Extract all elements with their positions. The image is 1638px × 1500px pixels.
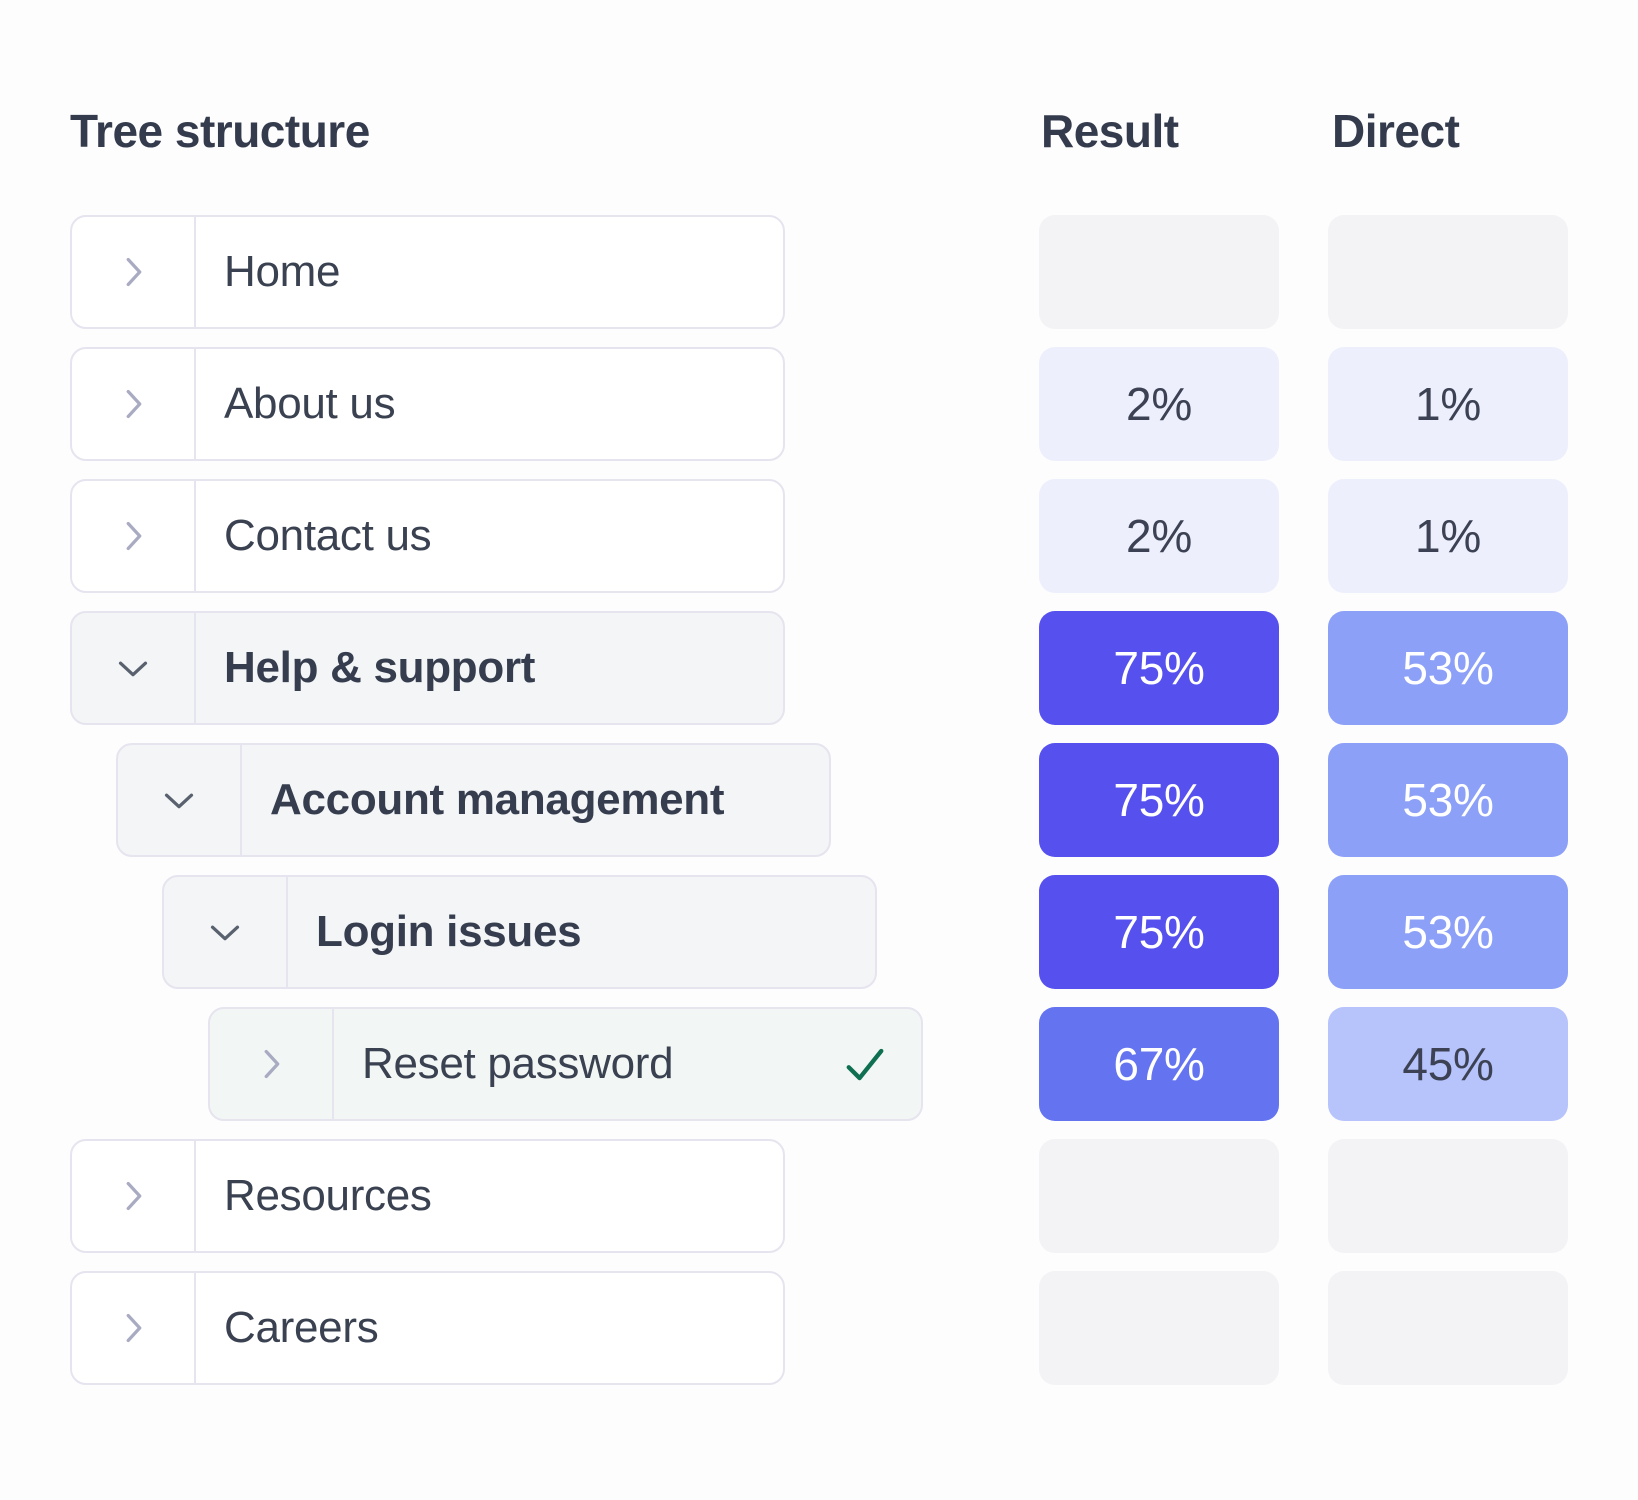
expand-button[interactable]: [72, 349, 196, 459]
row-band: Reset password 67% 45%: [0, 1007, 1638, 1121]
direct-cell: [1328, 1271, 1568, 1385]
chevron-right-icon: [126, 257, 142, 287]
result-cell: 75%: [1039, 875, 1279, 989]
tree-row-contact-us[interactable]: Contact us: [70, 479, 785, 593]
chevron-right-icon: [126, 521, 142, 551]
collapse-button[interactable]: [164, 877, 288, 987]
expand-button[interactable]: [72, 481, 196, 591]
chevron-right-icon: [264, 1049, 280, 1079]
direct-value: 53%: [1402, 906, 1494, 958]
result-value: 75%: [1113, 906, 1205, 958]
tree-row-label: Login issues: [316, 907, 582, 956]
collapse-button[interactable]: [72, 613, 196, 723]
tree-row-label-cell: Home: [196, 217, 783, 327]
row-band: Help & support 75% 53%: [0, 611, 1638, 725]
direct-value: 1%: [1415, 510, 1481, 562]
expand-button[interactable]: [72, 217, 196, 327]
row-band: Resources: [0, 1139, 1638, 1253]
row-band: Login issues 75% 53%: [0, 875, 1638, 989]
result-cell: 2%: [1039, 479, 1279, 593]
tree-row-login-issues[interactable]: Login issues: [162, 875, 877, 989]
tree-row-label: Account management: [270, 775, 725, 824]
chevron-down-icon: [164, 793, 194, 809]
tree-row-label-cell: About us: [196, 349, 783, 459]
result-cell: 75%: [1039, 611, 1279, 725]
tree-row-label-cell: Account management: [242, 745, 829, 855]
expand-button[interactable]: [72, 1141, 196, 1251]
result-cell: [1039, 1139, 1279, 1253]
direct-cell: [1328, 215, 1568, 329]
direct-value: 53%: [1402, 774, 1494, 826]
collapse-button[interactable]: [118, 745, 242, 855]
tree-row-about-us[interactable]: About us: [70, 347, 785, 461]
tree-row-label: Reset password: [362, 1039, 674, 1088]
tree-row-help-support[interactable]: Help & support: [70, 611, 785, 725]
result-value: 75%: [1113, 642, 1205, 694]
row-band: Contact us 2% 1%: [0, 479, 1638, 593]
result-value: 2%: [1126, 378, 1192, 430]
direct-cell: 53%: [1328, 875, 1568, 989]
direct-value: 53%: [1402, 642, 1494, 694]
row-band: About us 2% 1%: [0, 347, 1638, 461]
tree-row-label-cell: Resources: [196, 1141, 783, 1251]
tree-row-home[interactable]: Home: [70, 215, 785, 329]
result-cell: 2%: [1039, 347, 1279, 461]
chevron-right-icon: [126, 1181, 142, 1211]
tree-row-resources[interactable]: Resources: [70, 1139, 785, 1253]
row-band: Account management 75% 53%: [0, 743, 1638, 857]
direct-cell: 45%: [1328, 1007, 1568, 1121]
direct-cell: 1%: [1328, 347, 1568, 461]
tree-row-reset-password[interactable]: Reset password: [208, 1007, 923, 1121]
tree-row-label: Resources: [224, 1171, 432, 1220]
tree-row-label-cell: Help & support: [196, 613, 783, 723]
result-cell: 75%: [1039, 743, 1279, 857]
expand-button[interactable]: [72, 1273, 196, 1383]
check-icon: [846, 1048, 884, 1081]
direct-value: 1%: [1415, 378, 1481, 430]
direct-value: 45%: [1402, 1038, 1494, 1090]
row-band: Careers: [0, 1271, 1638, 1385]
direct-cell: [1328, 1139, 1568, 1253]
chevron-right-icon: [126, 389, 142, 419]
result-value: 2%: [1126, 510, 1192, 562]
tree-row-label-cell: Reset password: [334, 1009, 921, 1119]
chevron-down-icon: [118, 661, 148, 677]
result-value: 67%: [1113, 1038, 1205, 1090]
column-header-direct: Direct: [1332, 105, 1460, 157]
chevron-right-icon: [126, 1313, 142, 1343]
tree-row-label: Careers: [224, 1303, 379, 1352]
column-header-result: Result: [1041, 105, 1179, 157]
result-cell: 67%: [1039, 1007, 1279, 1121]
result-value: 75%: [1113, 774, 1205, 826]
chevron-down-icon: [210, 925, 240, 941]
row-band: Home: [0, 215, 1638, 329]
direct-cell: 53%: [1328, 611, 1568, 725]
tree-row-label: Help & support: [224, 643, 536, 692]
tree-row-label-cell: Careers: [196, 1273, 783, 1383]
result-cell: [1039, 1271, 1279, 1385]
tree-row-careers[interactable]: Careers: [70, 1271, 785, 1385]
tree-row-account-management[interactable]: Account management: [116, 743, 831, 857]
page-title: Tree structure: [70, 105, 370, 157]
expand-button[interactable]: [210, 1009, 334, 1119]
tree-row-label: Home: [224, 247, 341, 296]
result-cell: [1039, 215, 1279, 329]
direct-cell: 1%: [1328, 479, 1568, 593]
tree-row-label: Contact us: [224, 511, 432, 560]
tree-row-label-cell: Contact us: [196, 481, 783, 591]
tree-row-label-cell: Login issues: [288, 877, 875, 987]
direct-cell: 53%: [1328, 743, 1568, 857]
tree-row-label: About us: [224, 379, 396, 428]
